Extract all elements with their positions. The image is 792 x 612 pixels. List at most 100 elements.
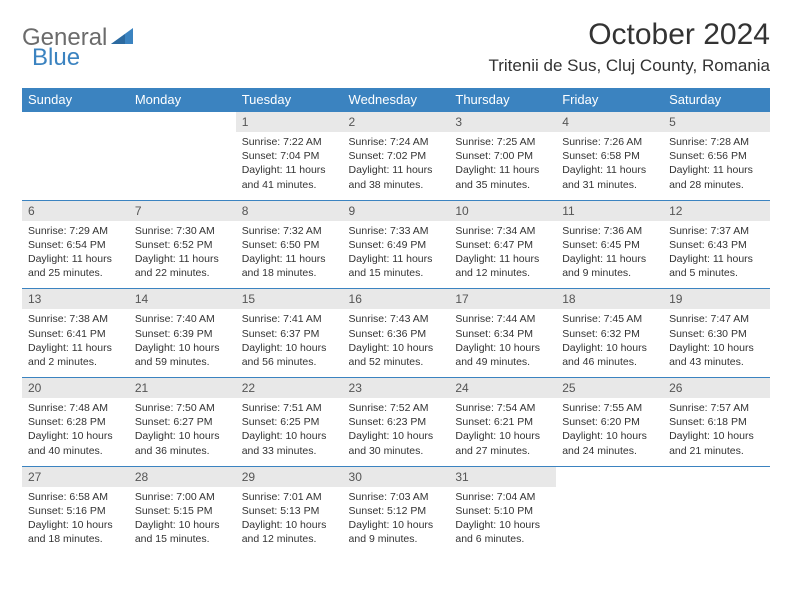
day-body: Sunrise: 7:32 AMSunset: 6:50 PMDaylight:… <box>236 221 343 289</box>
day-body: Sunrise: 7:22 AMSunset: 7:04 PMDaylight:… <box>236 132 343 200</box>
day-daylight: Daylight: 11 hours and 18 minutes. <box>242 252 337 280</box>
day-body: Sunrise: 6:58 AMSunset: 5:16 PMDaylight:… <box>22 487 129 555</box>
day-daylight: Daylight: 10 hours and 46 minutes. <box>562 341 657 369</box>
day-daylight: Daylight: 10 hours and 12 minutes. <box>242 518 337 546</box>
day-sunrise: Sunrise: 7:37 AM <box>669 224 764 238</box>
day-number: 24 <box>449 378 556 398</box>
day-body: Sunrise: 7:57 AMSunset: 6:18 PMDaylight:… <box>663 398 770 466</box>
calendar-cell <box>22 112 129 201</box>
day-number: 16 <box>343 289 450 309</box>
calendar-cell: 24Sunrise: 7:54 AMSunset: 6:21 PMDayligh… <box>449 378 556 467</box>
day-daylight: Daylight: 10 hours and 36 minutes. <box>135 429 230 457</box>
day-body: Sunrise: 7:48 AMSunset: 6:28 PMDaylight:… <box>22 398 129 466</box>
weekday-header: Monday <box>129 88 236 112</box>
calendar-body: 1Sunrise: 7:22 AMSunset: 7:04 PMDaylight… <box>22 112 770 555</box>
day-sunrise: Sunrise: 7:04 AM <box>455 490 550 504</box>
day-number: 17 <box>449 289 556 309</box>
day-body: Sunrise: 7:45 AMSunset: 6:32 PMDaylight:… <box>556 309 663 377</box>
day-number: 6 <box>22 201 129 221</box>
weekday-header: Friday <box>556 88 663 112</box>
day-number: 29 <box>236 467 343 487</box>
day-sunrise: Sunrise: 7:55 AM <box>562 401 657 415</box>
day-sunrise: Sunrise: 7:33 AM <box>349 224 444 238</box>
day-sunrise: Sunrise: 7:00 AM <box>135 490 230 504</box>
day-daylight: Daylight: 11 hours and 12 minutes. <box>455 252 550 280</box>
day-daylight: Daylight: 11 hours and 38 minutes. <box>349 163 444 191</box>
calendar-cell: 1Sunrise: 7:22 AMSunset: 7:04 PMDaylight… <box>236 112 343 201</box>
calendar-cell: 22Sunrise: 7:51 AMSunset: 6:25 PMDayligh… <box>236 378 343 467</box>
day-sunrise: Sunrise: 7:57 AM <box>669 401 764 415</box>
day-sunset: Sunset: 6:58 PM <box>562 149 657 163</box>
day-body: Sunrise: 7:43 AMSunset: 6:36 PMDaylight:… <box>343 309 450 377</box>
calendar-cell: 29Sunrise: 7:01 AMSunset: 5:13 PMDayligh… <box>236 466 343 554</box>
day-sunset: Sunset: 6:56 PM <box>669 149 764 163</box>
day-sunset: Sunset: 6:20 PM <box>562 415 657 429</box>
day-number-empty <box>22 112 129 132</box>
day-body: Sunrise: 7:03 AMSunset: 5:12 PMDaylight:… <box>343 487 450 555</box>
day-number: 26 <box>663 378 770 398</box>
day-body: Sunrise: 7:40 AMSunset: 6:39 PMDaylight:… <box>129 309 236 377</box>
day-number: 9 <box>343 201 450 221</box>
day-sunset: Sunset: 7:00 PM <box>455 149 550 163</box>
day-number: 5 <box>663 112 770 132</box>
day-sunrise: Sunrise: 7:03 AM <box>349 490 444 504</box>
day-sunrise: Sunrise: 7:41 AM <box>242 312 337 326</box>
day-daylight: Daylight: 10 hours and 30 minutes. <box>349 429 444 457</box>
title-block: October 2024 Tritenii de Sus, Cluj Count… <box>488 18 770 76</box>
day-body: Sunrise: 7:52 AMSunset: 6:23 PMDaylight:… <box>343 398 450 466</box>
day-body: Sunrise: 7:24 AMSunset: 7:02 PMDaylight:… <box>343 132 450 200</box>
day-body: Sunrise: 7:29 AMSunset: 6:54 PMDaylight:… <box>22 221 129 289</box>
day-daylight: Daylight: 10 hours and 27 minutes. <box>455 429 550 457</box>
day-body: Sunrise: 7:38 AMSunset: 6:41 PMDaylight:… <box>22 309 129 377</box>
day-daylight: Daylight: 10 hours and 43 minutes. <box>669 341 764 369</box>
day-sunrise: Sunrise: 7:52 AM <box>349 401 444 415</box>
day-daylight: Daylight: 11 hours and 15 minutes. <box>349 252 444 280</box>
day-number: 30 <box>343 467 450 487</box>
calendar-cell: 11Sunrise: 7:36 AMSunset: 6:45 PMDayligh… <box>556 200 663 289</box>
day-sunset: Sunset: 6:21 PM <box>455 415 550 429</box>
calendar-cell: 12Sunrise: 7:37 AMSunset: 6:43 PMDayligh… <box>663 200 770 289</box>
day-sunrise: Sunrise: 7:32 AM <box>242 224 337 238</box>
day-number: 22 <box>236 378 343 398</box>
day-body-empty <box>663 487 770 545</box>
day-body: Sunrise: 7:55 AMSunset: 6:20 PMDaylight:… <box>556 398 663 466</box>
day-body: Sunrise: 7:50 AMSunset: 6:27 PMDaylight:… <box>129 398 236 466</box>
day-sunset: Sunset: 6:45 PM <box>562 238 657 252</box>
day-sunrise: Sunrise: 7:50 AM <box>135 401 230 415</box>
logo-triangle-icon <box>111 28 133 44</box>
day-daylight: Daylight: 11 hours and 9 minutes. <box>562 252 657 280</box>
calendar-week-row: 13Sunrise: 7:38 AMSunset: 6:41 PMDayligh… <box>22 289 770 378</box>
calendar-cell: 18Sunrise: 7:45 AMSunset: 6:32 PMDayligh… <box>556 289 663 378</box>
day-number: 3 <box>449 112 556 132</box>
day-body: Sunrise: 7:28 AMSunset: 6:56 PMDaylight:… <box>663 132 770 200</box>
day-number: 15 <box>236 289 343 309</box>
calendar-week-row: 27Sunrise: 6:58 AMSunset: 5:16 PMDayligh… <box>22 466 770 554</box>
calendar-cell: 3Sunrise: 7:25 AMSunset: 7:00 PMDaylight… <box>449 112 556 201</box>
day-body: Sunrise: 7:26 AMSunset: 6:58 PMDaylight:… <box>556 132 663 200</box>
day-number: 13 <box>22 289 129 309</box>
calendar-cell: 19Sunrise: 7:47 AMSunset: 6:30 PMDayligh… <box>663 289 770 378</box>
day-sunrise: Sunrise: 7:45 AM <box>562 312 657 326</box>
day-sunset: Sunset: 6:36 PM <box>349 327 444 341</box>
day-sunrise: Sunrise: 7:40 AM <box>135 312 230 326</box>
day-sunset: Sunset: 5:10 PM <box>455 504 550 518</box>
day-sunrise: Sunrise: 7:36 AM <box>562 224 657 238</box>
day-sunrise: Sunrise: 7:28 AM <box>669 135 764 149</box>
calendar-cell: 31Sunrise: 7:04 AMSunset: 5:10 PMDayligh… <box>449 466 556 554</box>
calendar-week-row: 1Sunrise: 7:22 AMSunset: 7:04 PMDaylight… <box>22 112 770 201</box>
calendar-cell: 2Sunrise: 7:24 AMSunset: 7:02 PMDaylight… <box>343 112 450 201</box>
day-daylight: Daylight: 10 hours and 15 minutes. <box>135 518 230 546</box>
logo-word2: Blue <box>32 44 80 72</box>
day-body: Sunrise: 7:04 AMSunset: 5:10 PMDaylight:… <box>449 487 556 555</box>
calendar-cell: 4Sunrise: 7:26 AMSunset: 6:58 PMDaylight… <box>556 112 663 201</box>
day-sunrise: Sunrise: 7:51 AM <box>242 401 337 415</box>
day-sunset: Sunset: 6:34 PM <box>455 327 550 341</box>
calendar-cell: 9Sunrise: 7:33 AMSunset: 6:49 PMDaylight… <box>343 200 450 289</box>
calendar-cell: 27Sunrise: 6:58 AMSunset: 5:16 PMDayligh… <box>22 466 129 554</box>
calendar-cell: 25Sunrise: 7:55 AMSunset: 6:20 PMDayligh… <box>556 378 663 467</box>
day-body: Sunrise: 7:37 AMSunset: 6:43 PMDaylight:… <box>663 221 770 289</box>
calendar-cell: 21Sunrise: 7:50 AMSunset: 6:27 PMDayligh… <box>129 378 236 467</box>
day-number: 28 <box>129 467 236 487</box>
day-daylight: Daylight: 10 hours and 18 minutes. <box>28 518 123 546</box>
calendar-cell <box>663 466 770 554</box>
